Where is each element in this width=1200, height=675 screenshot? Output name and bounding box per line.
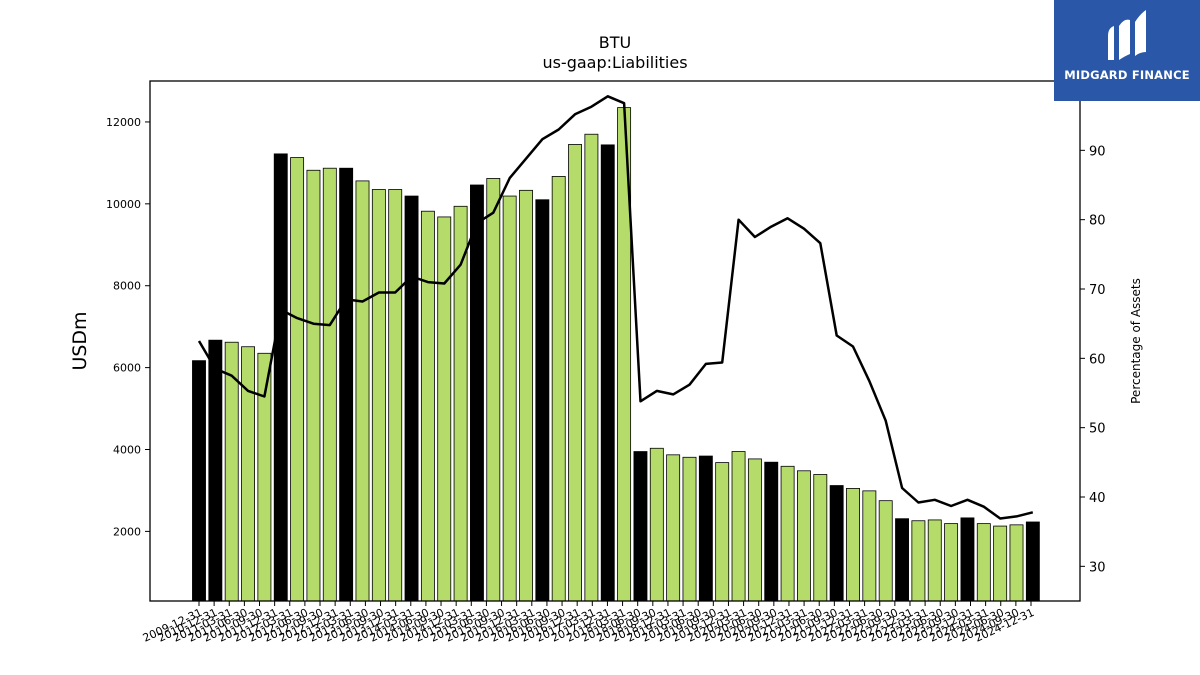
bar — [682, 456, 697, 602]
bar — [895, 518, 909, 602]
bar — [927, 519, 942, 602]
y2-tick-label: 80 — [1089, 214, 1106, 229]
bar — [470, 184, 484, 602]
y2-tick-label: 70 — [1089, 283, 1106, 298]
midgard-finance-logo: MIDGARD FINANCE — [1054, 0, 1200, 101]
y-tick-label: 12000 — [106, 116, 141, 129]
bar — [404, 195, 419, 602]
bar — [1009, 524, 1024, 602]
chart-subtitle: us-gaap:Liabilities — [542, 53, 687, 72]
y-axis-left: 2000 4000 6000 8000 10000 12000 — [106, 116, 150, 538]
bar — [535, 199, 550, 602]
bar — [437, 216, 452, 602]
bar — [911, 520, 926, 602]
bar — [944, 523, 959, 602]
chart-title: BTU — [599, 33, 631, 52]
percentage-line — [197, 95, 1034, 520]
bar — [600, 144, 615, 602]
bar — [829, 485, 844, 602]
bar — [486, 178, 501, 602]
bar — [241, 346, 255, 602]
bar — [568, 144, 582, 602]
bar — [846, 488, 860, 602]
bar-series — [192, 107, 1040, 602]
bar — [273, 153, 288, 602]
logo-text: MIDGARD FINANCE — [1064, 68, 1190, 82]
bar — [584, 133, 599, 602]
x-axis: 2009-12-312010-12-312011-03-312011-06-30… — [141, 601, 1036, 645]
midgard-logo-icon — [1108, 10, 1146, 61]
y2-axis-label: Percentage of Assets — [1129, 278, 1143, 404]
y-tick-label: 8000 — [113, 280, 141, 293]
bar — [388, 189, 403, 602]
y2-tick-label: 60 — [1089, 352, 1106, 367]
bar — [355, 180, 370, 602]
bar — [993, 525, 1008, 602]
bar — [1025, 521, 1040, 602]
bar — [878, 500, 893, 602]
bar — [208, 339, 223, 602]
y-tick-label: 2000 — [113, 525, 141, 538]
bar — [764, 461, 779, 602]
bar — [420, 210, 435, 602]
y-axis-label: USDm — [69, 311, 91, 370]
y-tick-label: 10000 — [106, 198, 141, 211]
bar — [797, 470, 811, 602]
bar — [322, 167, 337, 602]
bar — [862, 490, 877, 602]
bar — [960, 517, 975, 602]
bar — [976, 523, 991, 602]
bar — [715, 462, 730, 602]
bar — [306, 169, 321, 602]
bar — [813, 474, 828, 602]
bar — [339, 167, 354, 602]
bar — [519, 189, 533, 602]
bar — [649, 447, 664, 602]
bar — [502, 195, 517, 602]
y2-tick-label: 50 — [1089, 422, 1106, 437]
bar — [780, 465, 795, 602]
y-tick-label: 6000 — [113, 362, 141, 375]
plot-frame — [149, 80, 1081, 602]
y2-tick-label: 40 — [1089, 491, 1106, 506]
y-tick-label: 4000 — [113, 444, 141, 457]
bar — [698, 455, 713, 602]
bar — [192, 360, 206, 602]
y2-tick-label: 90 — [1089, 144, 1106, 159]
bar — [633, 451, 648, 602]
y2-tick-label: 30 — [1089, 560, 1106, 575]
bar — [747, 458, 762, 602]
bar — [371, 189, 386, 602]
bar — [290, 157, 305, 602]
bar — [666, 454, 681, 602]
bar — [731, 451, 746, 602]
bar — [551, 176, 566, 602]
y-axis-right: 30 40 50 60 70 80 90 — [1080, 144, 1106, 575]
